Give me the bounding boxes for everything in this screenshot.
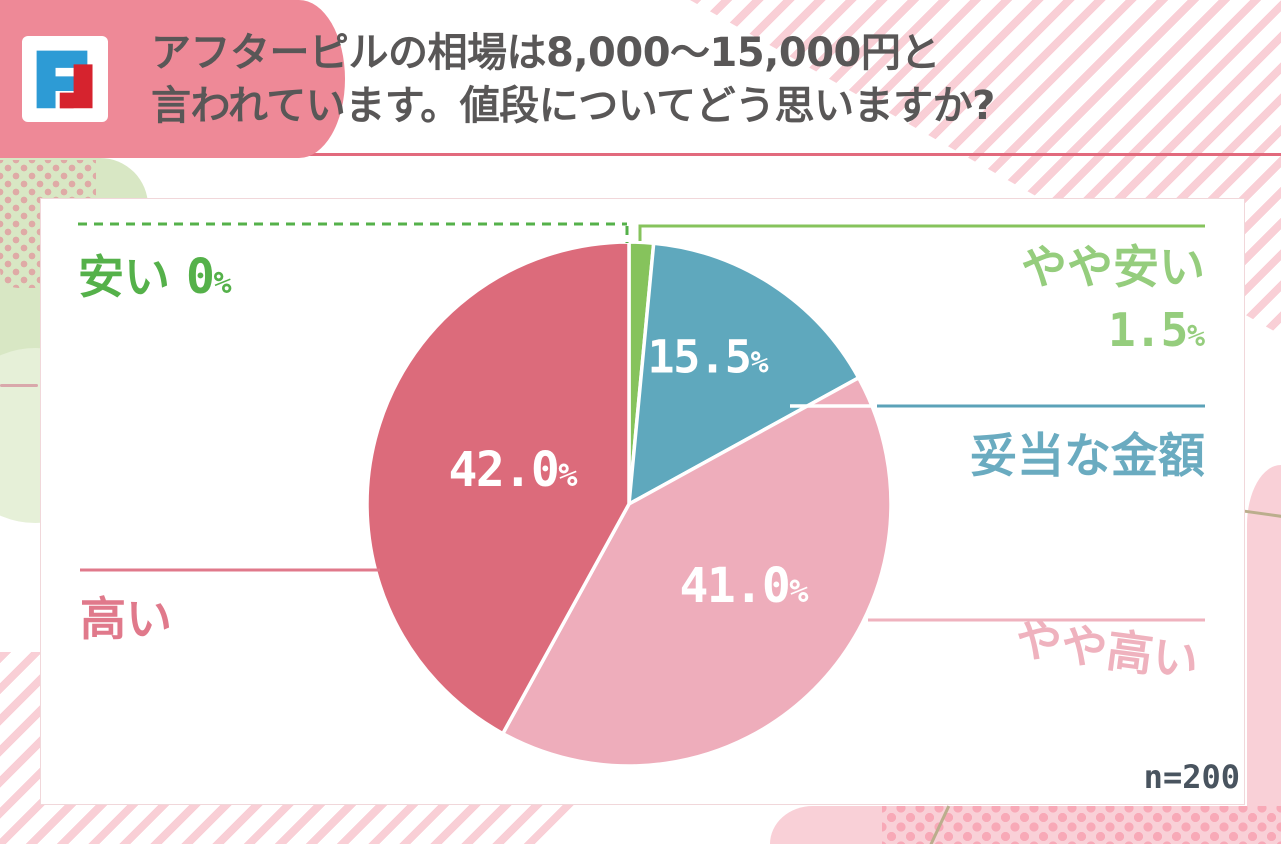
callout-somewhat-cheap: やや安い 1.5% bbox=[1021, 231, 1205, 357]
leader-line-somewhat-cheap bbox=[638, 224, 1205, 241]
callout-somewhat-cheap-label: やや安い bbox=[1021, 240, 1205, 294]
logo bbox=[22, 36, 108, 122]
callout-cheap: 安い 0% bbox=[78, 241, 232, 307]
pie-slice-takai bbox=[365, 240, 631, 736]
decor-pink-column-right bbox=[1247, 465, 1281, 844]
pie-slices bbox=[365, 240, 893, 768]
leader-line-cheap bbox=[78, 222, 629, 243]
title-line-1: アフターピルの相場は8,000〜15,000円と bbox=[151, 30, 940, 76]
pie-slice-datou-na-kingaku bbox=[627, 241, 861, 506]
decor-dots-band-bottom bbox=[882, 806, 1281, 844]
pie-value-fair-number: 15.5 bbox=[647, 330, 751, 384]
pie-value-somewhat-expensive-number: 41.0 bbox=[679, 558, 790, 614]
pie-value-expensive: 42.0% bbox=[448, 442, 577, 498]
callout-fair-label: 妥当な金額 bbox=[970, 429, 1205, 484]
callout-fair: 妥当な金額 bbox=[970, 417, 1205, 486]
pie-value-expensive-percent-sign: % bbox=[558, 456, 578, 494]
pie-value-somewhat-expensive-percent-sign: % bbox=[789, 572, 809, 610]
decor-tan-line-left bbox=[0, 384, 38, 387]
callout-cheap-value: 0 bbox=[186, 249, 215, 305]
sample-size-note: n=200 bbox=[1143, 758, 1240, 796]
callout-cheap-label: 安い bbox=[78, 250, 170, 304]
title-line-2: 言われています。値段についてどう思いますか? bbox=[151, 83, 995, 129]
header-rule bbox=[0, 153, 1281, 156]
pie-value-fair: 15.5% bbox=[647, 331, 768, 384]
pie-value-fair-percent-sign: % bbox=[750, 345, 769, 381]
callout-expensive: 高い bbox=[80, 583, 172, 649]
chart-title: アフターピルの相場は8,000〜15,000円と 言われています。値段についてど… bbox=[151, 27, 1151, 133]
callout-somewhat-cheap-value: 1.5 bbox=[1107, 303, 1188, 357]
callout-expensive-label: 高い bbox=[80, 592, 172, 646]
pie-value-somewhat-expensive: 41.0% bbox=[679, 558, 808, 614]
pie-value-expensive-number: 42.0 bbox=[448, 442, 559, 498]
callout-somewhat-cheap-percent-sign: % bbox=[1186, 319, 1205, 354]
logo-f-icon bbox=[36, 50, 93, 109]
callout-cheap-percent-sign: % bbox=[213, 266, 232, 301]
pie-slice-yaya-takai bbox=[501, 376, 893, 768]
